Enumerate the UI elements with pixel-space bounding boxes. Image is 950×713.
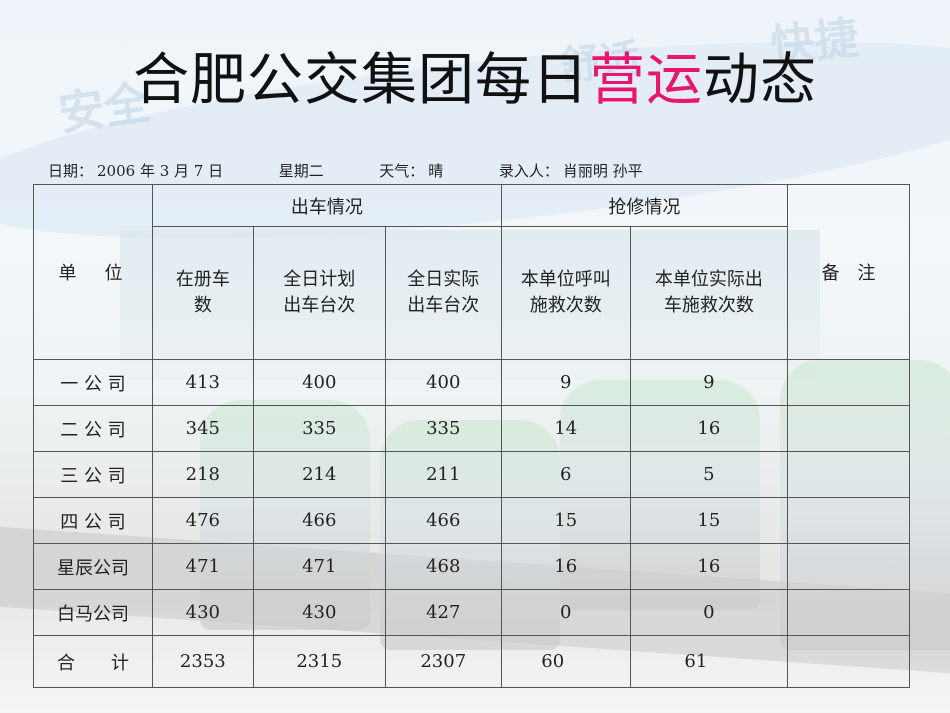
cell-rescue-dispatched: 9: [629, 359, 788, 406]
cell-remarks: [786, 451, 911, 498]
cell-remarks: [786, 497, 911, 544]
cell-total-remarks: [786, 635, 911, 688]
cell-total-registered: 2353: [151, 635, 254, 688]
header-actual: 全日实际 出车台次: [384, 226, 502, 360]
title-highlight: 营运: [589, 48, 703, 113]
weather-value: 晴: [428, 162, 444, 180]
title-part-1: 合肥公交集团每日: [133, 48, 589, 113]
date-label: 日期：: [48, 162, 94, 180]
page-title: 合肥公交集团每日营运动态: [0, 35, 950, 116]
header-row-groups: 单 位 出车情况 抢修情况 备 注: [33, 184, 911, 360]
cell-rescue-calls: 6: [500, 451, 631, 498]
cell-registered: 476: [151, 497, 254, 544]
header-repair-group: 抢修情况: [500, 184, 788, 227]
table-row: 四 公 司 476 466 466 15 15: [33, 497, 911, 544]
cell-actual: 468: [384, 543, 502, 590]
header-rescue-dispatched: 本单位实际出 车施救次数: [629, 226, 788, 360]
weather-label: 天气：: [379, 162, 425, 180]
cell-actual: 335: [384, 405, 502, 452]
cell-rescue-dispatched: 16: [629, 405, 788, 452]
cell-registered: 345: [151, 405, 254, 452]
cell-planned: 400: [252, 359, 386, 406]
cell-total-actual: 2307: [384, 635, 502, 688]
cell-rescue-calls: 15: [500, 497, 631, 544]
table-row: 白马公司 430 430 427 0 0: [33, 589, 911, 636]
cell-actual: 427: [384, 589, 502, 636]
cell-unit: 三 公 司: [33, 451, 153, 498]
header-planned: 全日计划 出车台次: [252, 226, 386, 360]
cell-unit: 星辰公司: [33, 543, 153, 590]
cell-total-planned: 2315: [252, 635, 386, 688]
cell-rescue-dispatched: 0: [629, 589, 788, 636]
total-row: 合 计 2353 2315 2307 60 61: [33, 635, 911, 688]
cell-rescue-calls: 0: [500, 589, 631, 636]
cell-remarks: [786, 589, 911, 636]
cell-unit: 白马公司: [33, 589, 153, 636]
cell-actual: 400: [384, 359, 502, 406]
header-registered: 在册车数: [151, 226, 254, 360]
cell-planned: 466: [252, 497, 386, 544]
cell-planned: 471: [252, 543, 386, 590]
weekday: 星期二: [278, 162, 324, 180]
table-row: 二 公 司 345 335 335 14 16: [33, 405, 911, 452]
cell-registered: 471: [151, 543, 254, 590]
cell-rescue-calls: 14: [500, 405, 631, 452]
cell-rescue-calls: 9: [500, 359, 631, 406]
cell-rescue-dispatched: 16: [629, 543, 788, 590]
entry-value: 肖丽明 孙平: [562, 162, 643, 180]
cell-planned: 430: [252, 589, 386, 636]
cell-remarks: [786, 543, 911, 590]
cell-total-rescue-dispatched: 61: [629, 635, 788, 688]
cell-planned: 335: [252, 405, 386, 452]
table-row: 三 公 司 218 214 211 6 5: [33, 451, 911, 498]
header-rescue-calls: 本单位呼叫 施救次数: [500, 226, 631, 360]
title-part-2: 动态: [703, 48, 817, 113]
cell-planned: 214: [252, 451, 386, 498]
header-dispatch-group: 出车情况: [151, 184, 502, 227]
cell-rescue-dispatched: 15: [629, 497, 788, 544]
header-remarks: 备 注: [786, 184, 911, 360]
report-info-line: 日期： 2006 年 3 月 7 日 星期二 天气：晴 录入人： 肖丽明 孙平: [48, 160, 647, 181]
cell-rescue-dispatched: 5: [629, 451, 788, 498]
table-row: 一 公 司 413 400 400 9 9: [33, 359, 911, 406]
header-unit: 单 位: [33, 184, 153, 360]
table-row: 星辰公司 471 471 468 16 16: [33, 543, 911, 590]
entry-label: 录入人：: [498, 162, 559, 180]
cell-rescue-calls: 16: [500, 543, 631, 590]
cell-total-rescue-calls: 60: [500, 635, 631, 688]
header-row-columns: 在册车数 全日计划 出车台次 全日实际 出车台次 本单位呼叫 施救次数 本单位实际出车…: [34, 226, 910, 360]
cell-total-label: 合 计: [33, 635, 153, 688]
operations-table: 单 位 出车情况 抢修情况 备 注 在册车数 全日计划 出车台次 全日实际 出车台次…: [33, 184, 911, 688]
cell-actual: 211: [384, 451, 502, 498]
cell-actual: 466: [384, 497, 502, 544]
date-value: 2006 年 3 月 7 日: [97, 162, 224, 180]
cell-registered: 218: [151, 451, 254, 498]
cell-unit: 四 公 司: [33, 497, 153, 544]
cell-unit: 一 公 司: [33, 359, 153, 406]
cell-remarks: [786, 405, 911, 452]
cell-registered: 430: [151, 589, 254, 636]
cell-registered: 413: [151, 359, 254, 406]
cell-remarks: [786, 359, 911, 406]
cell-unit: 二 公 司: [33, 405, 153, 452]
